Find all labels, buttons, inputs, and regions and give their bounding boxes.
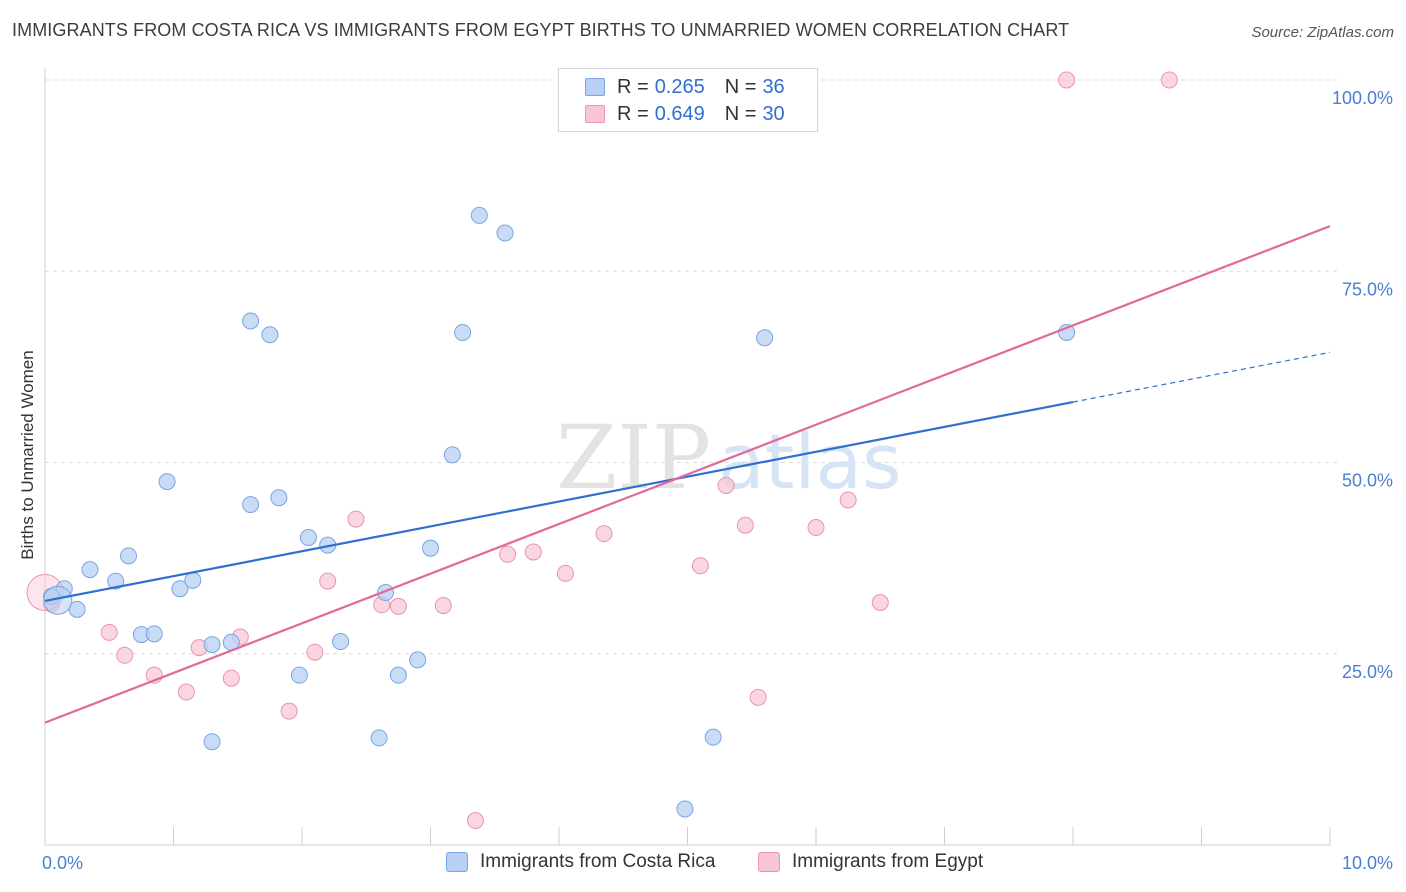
legend-n-value: 30 bbox=[762, 102, 785, 125]
costa-rica-point bbox=[184, 571, 202, 589]
costa-rica-point bbox=[107, 572, 125, 590]
y-tick-label: 100.0% bbox=[1332, 88, 1393, 108]
egypt-point bbox=[222, 669, 240, 687]
costa-rica-point bbox=[389, 666, 407, 684]
legend-n-label: N = bbox=[724, 102, 757, 125]
egypt-point bbox=[839, 491, 857, 509]
egypt-point bbox=[871, 593, 889, 611]
legend-n-value: 36 bbox=[762, 75, 785, 98]
costa-rica-point bbox=[704, 728, 722, 746]
egypt-point bbox=[389, 597, 407, 615]
series-legend: Immigrants from Costa Rica Immigrants fr… bbox=[0, 851, 1406, 877]
costa-rica-point bbox=[470, 206, 488, 224]
egypt-point bbox=[524, 543, 542, 561]
costa-rica-point bbox=[43, 585, 73, 615]
egypt-point bbox=[319, 572, 337, 590]
costa-rica-point bbox=[203, 733, 221, 751]
x-tick-label: 10.0% bbox=[1342, 853, 1393, 873]
egypt-point bbox=[499, 545, 517, 563]
legend-swatch-egypt bbox=[758, 852, 780, 872]
y-tick-label: 25.0% bbox=[1342, 662, 1393, 682]
costa-rica-point bbox=[454, 323, 472, 341]
watermark: ZIP atlas bbox=[556, 406, 902, 509]
costa-rica-point bbox=[290, 666, 308, 684]
egypt-point bbox=[347, 510, 365, 528]
costa-rica-trendline-extension bbox=[1072, 351, 1331, 403]
egypt-point bbox=[280, 702, 298, 720]
costa-rica-point bbox=[203, 636, 221, 654]
egypt-point bbox=[807, 519, 825, 537]
legend-r-value: 0.649 bbox=[654, 102, 705, 125]
egypt-point bbox=[556, 564, 574, 582]
costa-rica-point bbox=[120, 547, 138, 565]
legend-swatch-costa-rica bbox=[585, 78, 605, 96]
costa-rica-point bbox=[145, 625, 163, 643]
legend-swatch-costa-rica bbox=[446, 852, 468, 872]
costa-rica-point bbox=[496, 224, 514, 242]
costa-rica-point bbox=[443, 446, 461, 464]
costa-rica-point bbox=[370, 729, 388, 747]
egypt-point bbox=[595, 525, 613, 543]
egypt-point bbox=[1058, 71, 1076, 89]
y-tick-label: 75.0% bbox=[1342, 279, 1393, 299]
costa-rica-point bbox=[81, 561, 99, 579]
x-tick-label: 0.0% bbox=[42, 853, 83, 873]
legend-label-costa-rica: Immigrants from Costa Rica bbox=[480, 851, 716, 872]
egypt-point bbox=[177, 683, 195, 701]
legend-row-egypt: R = 0.649 N = 30 bbox=[585, 102, 785, 126]
egypt-point bbox=[116, 646, 134, 664]
costa-rica-point bbox=[676, 800, 694, 818]
egypt-point bbox=[306, 643, 324, 661]
costa-rica-series bbox=[42, 206, 1076, 818]
legend-r-label: R = bbox=[617, 75, 649, 98]
costa-rica-point bbox=[422, 539, 439, 557]
legend-item-egypt[interactable]: Immigrants from Egypt bbox=[758, 851, 983, 873]
egypt-trendline bbox=[44, 225, 1331, 724]
legend-r-label: R = bbox=[617, 102, 649, 125]
egypt-point bbox=[1160, 71, 1178, 89]
watermark-zip: ZIP bbox=[556, 406, 711, 509]
costa-rica-trendline bbox=[44, 400, 1074, 603]
tick-labels: 25.0% 50.0% 75.0% 100.0% 0.0% 10.0% bbox=[42, 88, 1393, 873]
egypt-point bbox=[749, 688, 767, 706]
legend-row-costa-rica: R = 0.265 N = 36 bbox=[585, 75, 785, 99]
egypt-point bbox=[736, 516, 754, 534]
costa-rica-point bbox=[158, 473, 176, 491]
chart-title: IMMIGRANTS FROM COSTA RICA VS IMMIGRANTS… bbox=[12, 20, 1070, 40]
source-label: Source: ZipAtlas.com bbox=[1251, 24, 1394, 41]
costa-rica-point bbox=[332, 633, 350, 651]
costa-rica-point bbox=[299, 528, 317, 546]
egypt-point bbox=[434, 597, 452, 615]
y-tick-label: 50.0% bbox=[1342, 471, 1393, 491]
correlation-legend: R = 0.265 N = 36 R = 0.649 N = 30 bbox=[558, 68, 818, 132]
legend-r-value: 0.265 bbox=[654, 75, 705, 98]
costa-rica-point bbox=[242, 312, 260, 330]
costa-rica-point bbox=[261, 326, 279, 344]
axes bbox=[44, 68, 1331, 846]
costa-rica-point bbox=[756, 329, 774, 347]
egypt-point bbox=[466, 812, 484, 830]
egypt-point bbox=[100, 623, 118, 641]
costa-rica-point bbox=[409, 651, 427, 669]
legend-n-label: N = bbox=[724, 75, 757, 98]
legend-item-costa-rica[interactable]: Immigrants from Costa Rica bbox=[446, 851, 715, 873]
legend-swatch-egypt bbox=[585, 105, 605, 123]
costa-rica-point bbox=[68, 600, 86, 618]
costa-rica-point bbox=[270, 489, 288, 507]
trendlines bbox=[44, 225, 1331, 724]
egypt-point bbox=[691, 557, 709, 575]
costa-rica-point bbox=[242, 496, 260, 514]
costa-rica-point bbox=[171, 580, 189, 598]
watermark-atlas: atlas bbox=[718, 417, 902, 506]
egypt-point bbox=[717, 476, 735, 494]
gridlines bbox=[45, 79, 1338, 655]
legend-label-egypt: Immigrants from Egypt bbox=[792, 851, 984, 872]
